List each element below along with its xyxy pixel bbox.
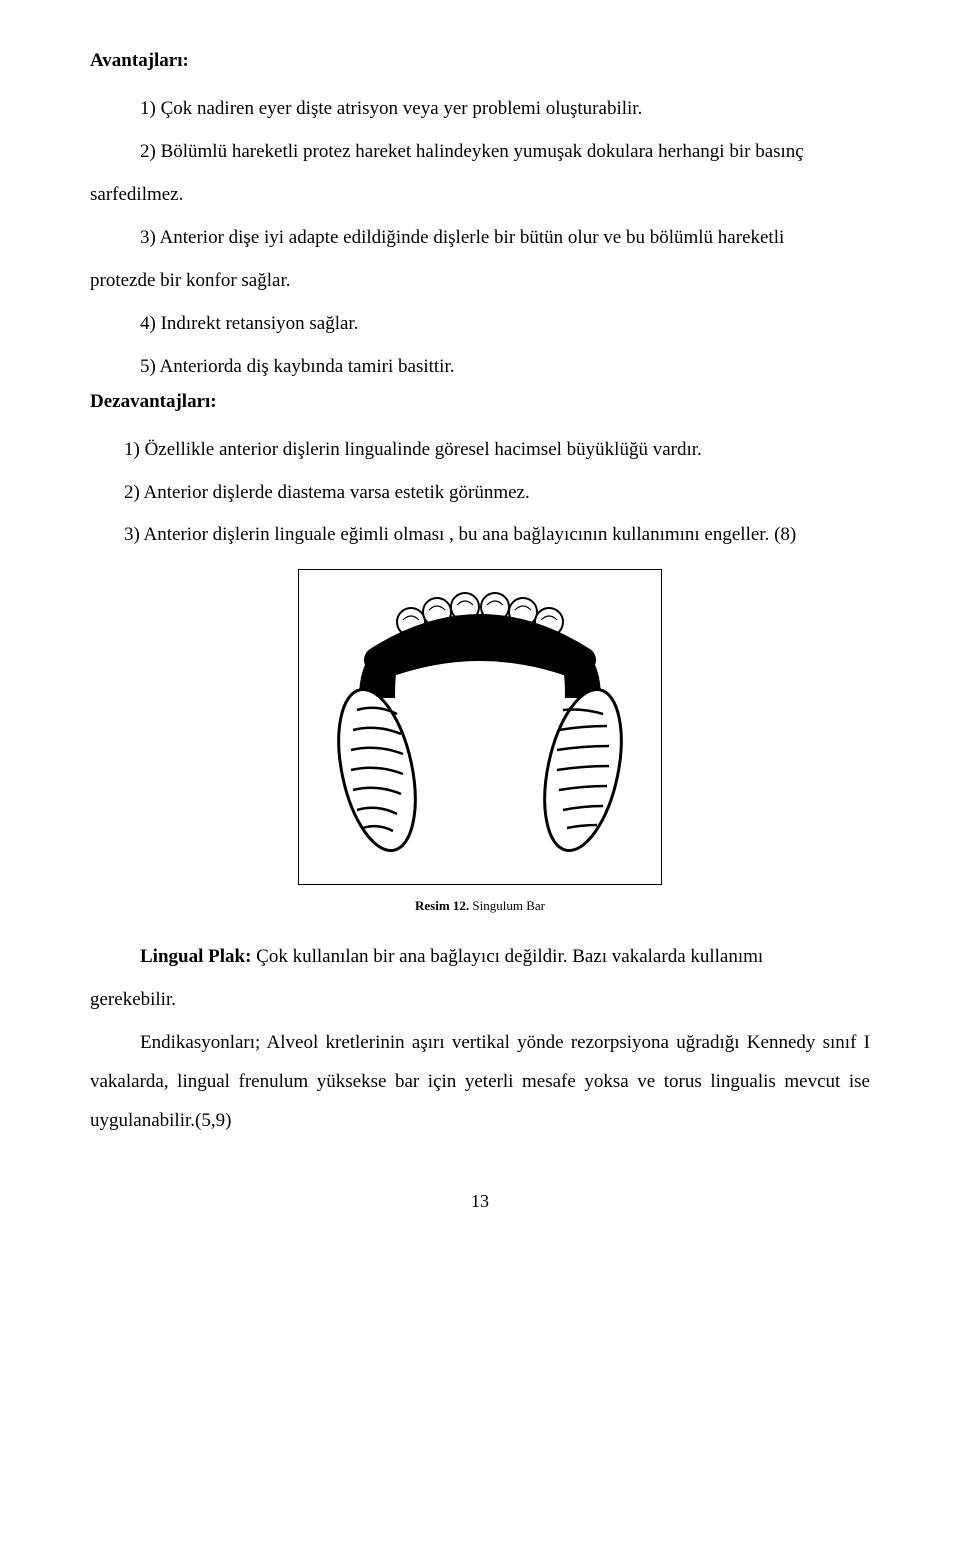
figure-caption-num: Resim 12.: [415, 898, 469, 913]
advantage-item-4: 4) Indırekt retansiyon sağlar.: [90, 305, 870, 344]
disadvantage-item-3: 3) Anterior dişlerin linguale eğimli olm…: [90, 516, 870, 555]
figure-caption: Resim 12. Singulum Bar: [90, 898, 870, 914]
lingual-plak-p2: Endikasyonları; Alveol kretlerinin aşırı…: [90, 1024, 870, 1141]
advantage-item-3-cont: protezde bir konfor sağlar.: [90, 262, 870, 301]
advantage-item-3: 3) Anterior dişe iyi adapte edildiğinde …: [90, 219, 870, 258]
lingual-plak-p1-cont: gerekebilir.: [90, 981, 870, 1020]
advantages-heading: Avantajları:: [90, 50, 870, 72]
disadvantage-item-1: 1) Özellikle anterior dişlerin lingualin…: [90, 431, 870, 470]
figure-caption-text: Singulum Bar: [469, 898, 545, 913]
document-page: Avantajları: 1) Çok nadiren eyer dişte a…: [0, 0, 960, 1252]
figure-dental-arch: [298, 569, 662, 885]
page-number: 13: [90, 1191, 870, 1212]
lingual-plak-p1-rest: Çok kullanılan bir ana bağlayıcı değildi…: [256, 946, 763, 967]
dental-arch-diagram: [299, 570, 661, 884]
advantage-item-1: 1) Çok nadiren eyer dişte atrisyon veya …: [90, 90, 870, 129]
disadvantages-heading: Dezavantajları:: [90, 391, 870, 413]
lingual-plak-lead: Lingual Plak:: [140, 946, 256, 967]
advantage-item-5: 5) Anteriorda diş kaybında tamiri basitt…: [90, 348, 870, 387]
disadvantage-item-2: 2) Anterior dişlerde diastema varsa este…: [90, 474, 870, 513]
lingual-plak-p1: Lingual Plak: Çok kullanılan bir ana bağ…: [90, 938, 870, 977]
figure-container: [90, 569, 870, 890]
advantage-item-2: 2) Bölümlü hareketli protez hareket hali…: [90, 133, 870, 172]
advantage-item-2-cont: sarfedilmez.: [90, 176, 870, 215]
